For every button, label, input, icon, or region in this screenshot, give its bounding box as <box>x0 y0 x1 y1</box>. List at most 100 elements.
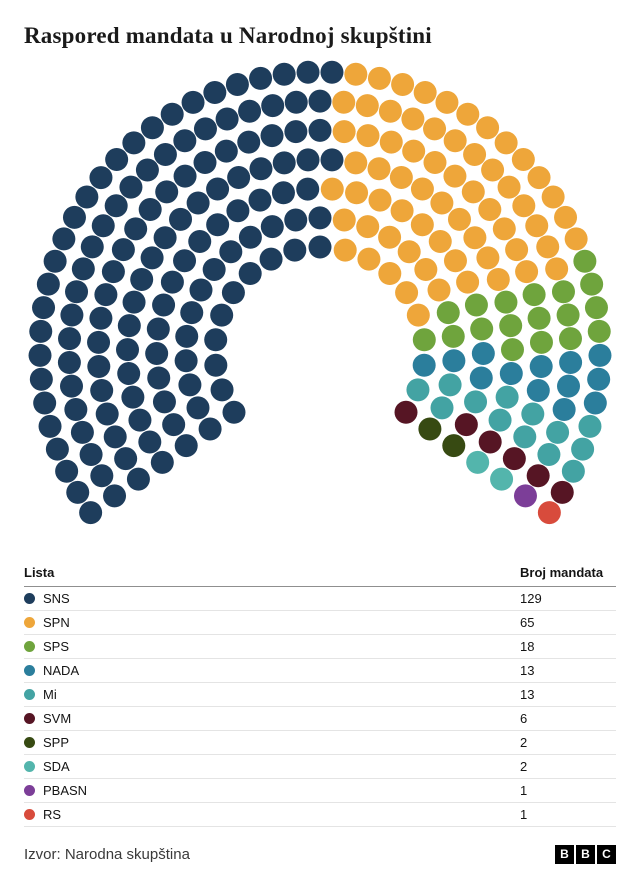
seat-dot <box>296 147 320 171</box>
seat-dot <box>65 279 89 303</box>
seat-dot <box>152 293 176 317</box>
seat-dot <box>178 372 202 396</box>
seat-dot <box>410 212 434 236</box>
seat-dot <box>283 238 307 262</box>
legend-party-name: SVM <box>43 710 72 726</box>
seat-dot <box>219 239 243 263</box>
seat-dot <box>55 459 79 483</box>
seat-dot <box>571 437 595 461</box>
legend-party-name: RS <box>43 806 62 822</box>
seat-dot <box>470 317 494 341</box>
seat-dot <box>174 433 198 457</box>
seat-dot <box>193 116 217 140</box>
seat-dot <box>344 150 368 174</box>
seat-dot <box>91 213 115 237</box>
seat-dot <box>513 483 537 507</box>
seat-dot <box>103 483 127 507</box>
legend-party-name: SDA <box>43 758 70 774</box>
seat-dot <box>587 319 611 343</box>
seat-dot <box>94 282 118 306</box>
seat-dot <box>486 267 510 291</box>
seat-dot <box>138 430 162 454</box>
legend-seat-count: 129 <box>520 590 542 606</box>
seat-dot <box>43 249 67 273</box>
seat-dot <box>173 248 197 272</box>
seat-dot <box>320 60 344 84</box>
seat-dot <box>89 165 113 189</box>
seat-dot <box>210 377 234 401</box>
seat-dot <box>95 402 119 426</box>
seat-dot <box>249 66 273 90</box>
seat-dot <box>296 60 320 84</box>
seat-dot <box>238 225 262 249</box>
seat-dot <box>505 237 529 261</box>
seat-dot <box>101 259 125 283</box>
seat-dot <box>412 327 436 351</box>
legend-party-name: SPP <box>43 734 70 750</box>
legend-party-cell: SPN <box>24 615 520 630</box>
seat-dot <box>145 341 169 365</box>
seat-dot <box>541 185 565 209</box>
seat-dot <box>368 188 392 212</box>
seat-dot <box>412 353 436 377</box>
seat-dot <box>160 270 184 294</box>
seat-dot <box>488 408 512 432</box>
seat-dot <box>64 397 88 421</box>
seat-dot <box>272 62 296 86</box>
seat-dot <box>284 119 308 143</box>
seat-dot <box>225 72 249 96</box>
legend-party-cell: SNS <box>24 591 520 606</box>
seat-dot <box>557 374 580 398</box>
seat-dot <box>146 317 170 341</box>
seat-dot <box>260 214 284 238</box>
seat-dot <box>238 99 262 123</box>
seat-dot <box>135 158 159 182</box>
seat-dot <box>103 424 127 448</box>
legend-rows: SNS 129 SPN 65 SPS 18 NADA 13 Mi 13 SVM 6 SPP 2 SDA 2 PB… <box>24 587 616 827</box>
seat-dot <box>75 185 99 209</box>
legend-row: RS 1 <box>24 803 616 827</box>
seat-dot <box>355 93 379 117</box>
seat-dot <box>117 313 141 337</box>
seat-dot <box>60 374 83 398</box>
seat-dot <box>173 128 197 152</box>
seat-dot <box>175 324 199 348</box>
seat-dot <box>119 175 143 199</box>
seat-dot <box>173 164 197 188</box>
seat-dot <box>124 216 148 240</box>
seat-dot <box>320 147 344 171</box>
seat-dot <box>45 437 69 461</box>
seat-dot <box>138 197 162 221</box>
legend-row: SNS 129 <box>24 587 616 611</box>
legend-party-cell: RS <box>24 807 520 822</box>
seat-dot <box>105 147 129 171</box>
seat-dot <box>79 442 103 466</box>
seat-dot <box>345 180 369 204</box>
legend-row: NADA 13 <box>24 659 616 683</box>
seat-dot <box>545 256 569 280</box>
legend-party-cell: SDA <box>24 759 520 774</box>
seat-dot <box>284 90 308 114</box>
seat-dot <box>367 156 391 180</box>
seat-dot <box>423 116 447 140</box>
seat-dot <box>464 389 488 413</box>
seat-dot <box>204 327 228 351</box>
seat-dot <box>308 235 332 259</box>
seat-dot <box>526 378 550 402</box>
seat-dot <box>206 177 230 201</box>
seat-dot <box>378 99 402 123</box>
bbc-logo-letter-c: C <box>597 844 616 864</box>
seat-dot <box>29 367 53 391</box>
seat-dot <box>414 257 438 281</box>
seat-dot <box>28 343 52 367</box>
parliament-chart <box>28 60 612 524</box>
seat-dot <box>413 80 437 104</box>
seat-dot <box>476 245 500 269</box>
seat-dot <box>513 424 537 448</box>
legend-seat-count: 1 <box>520 806 528 822</box>
legend-party-name: SPS <box>43 638 70 654</box>
seat-dot <box>332 90 356 114</box>
seat-dot <box>511 147 535 171</box>
seat-dot <box>356 214 380 238</box>
seat-dot <box>150 450 174 474</box>
